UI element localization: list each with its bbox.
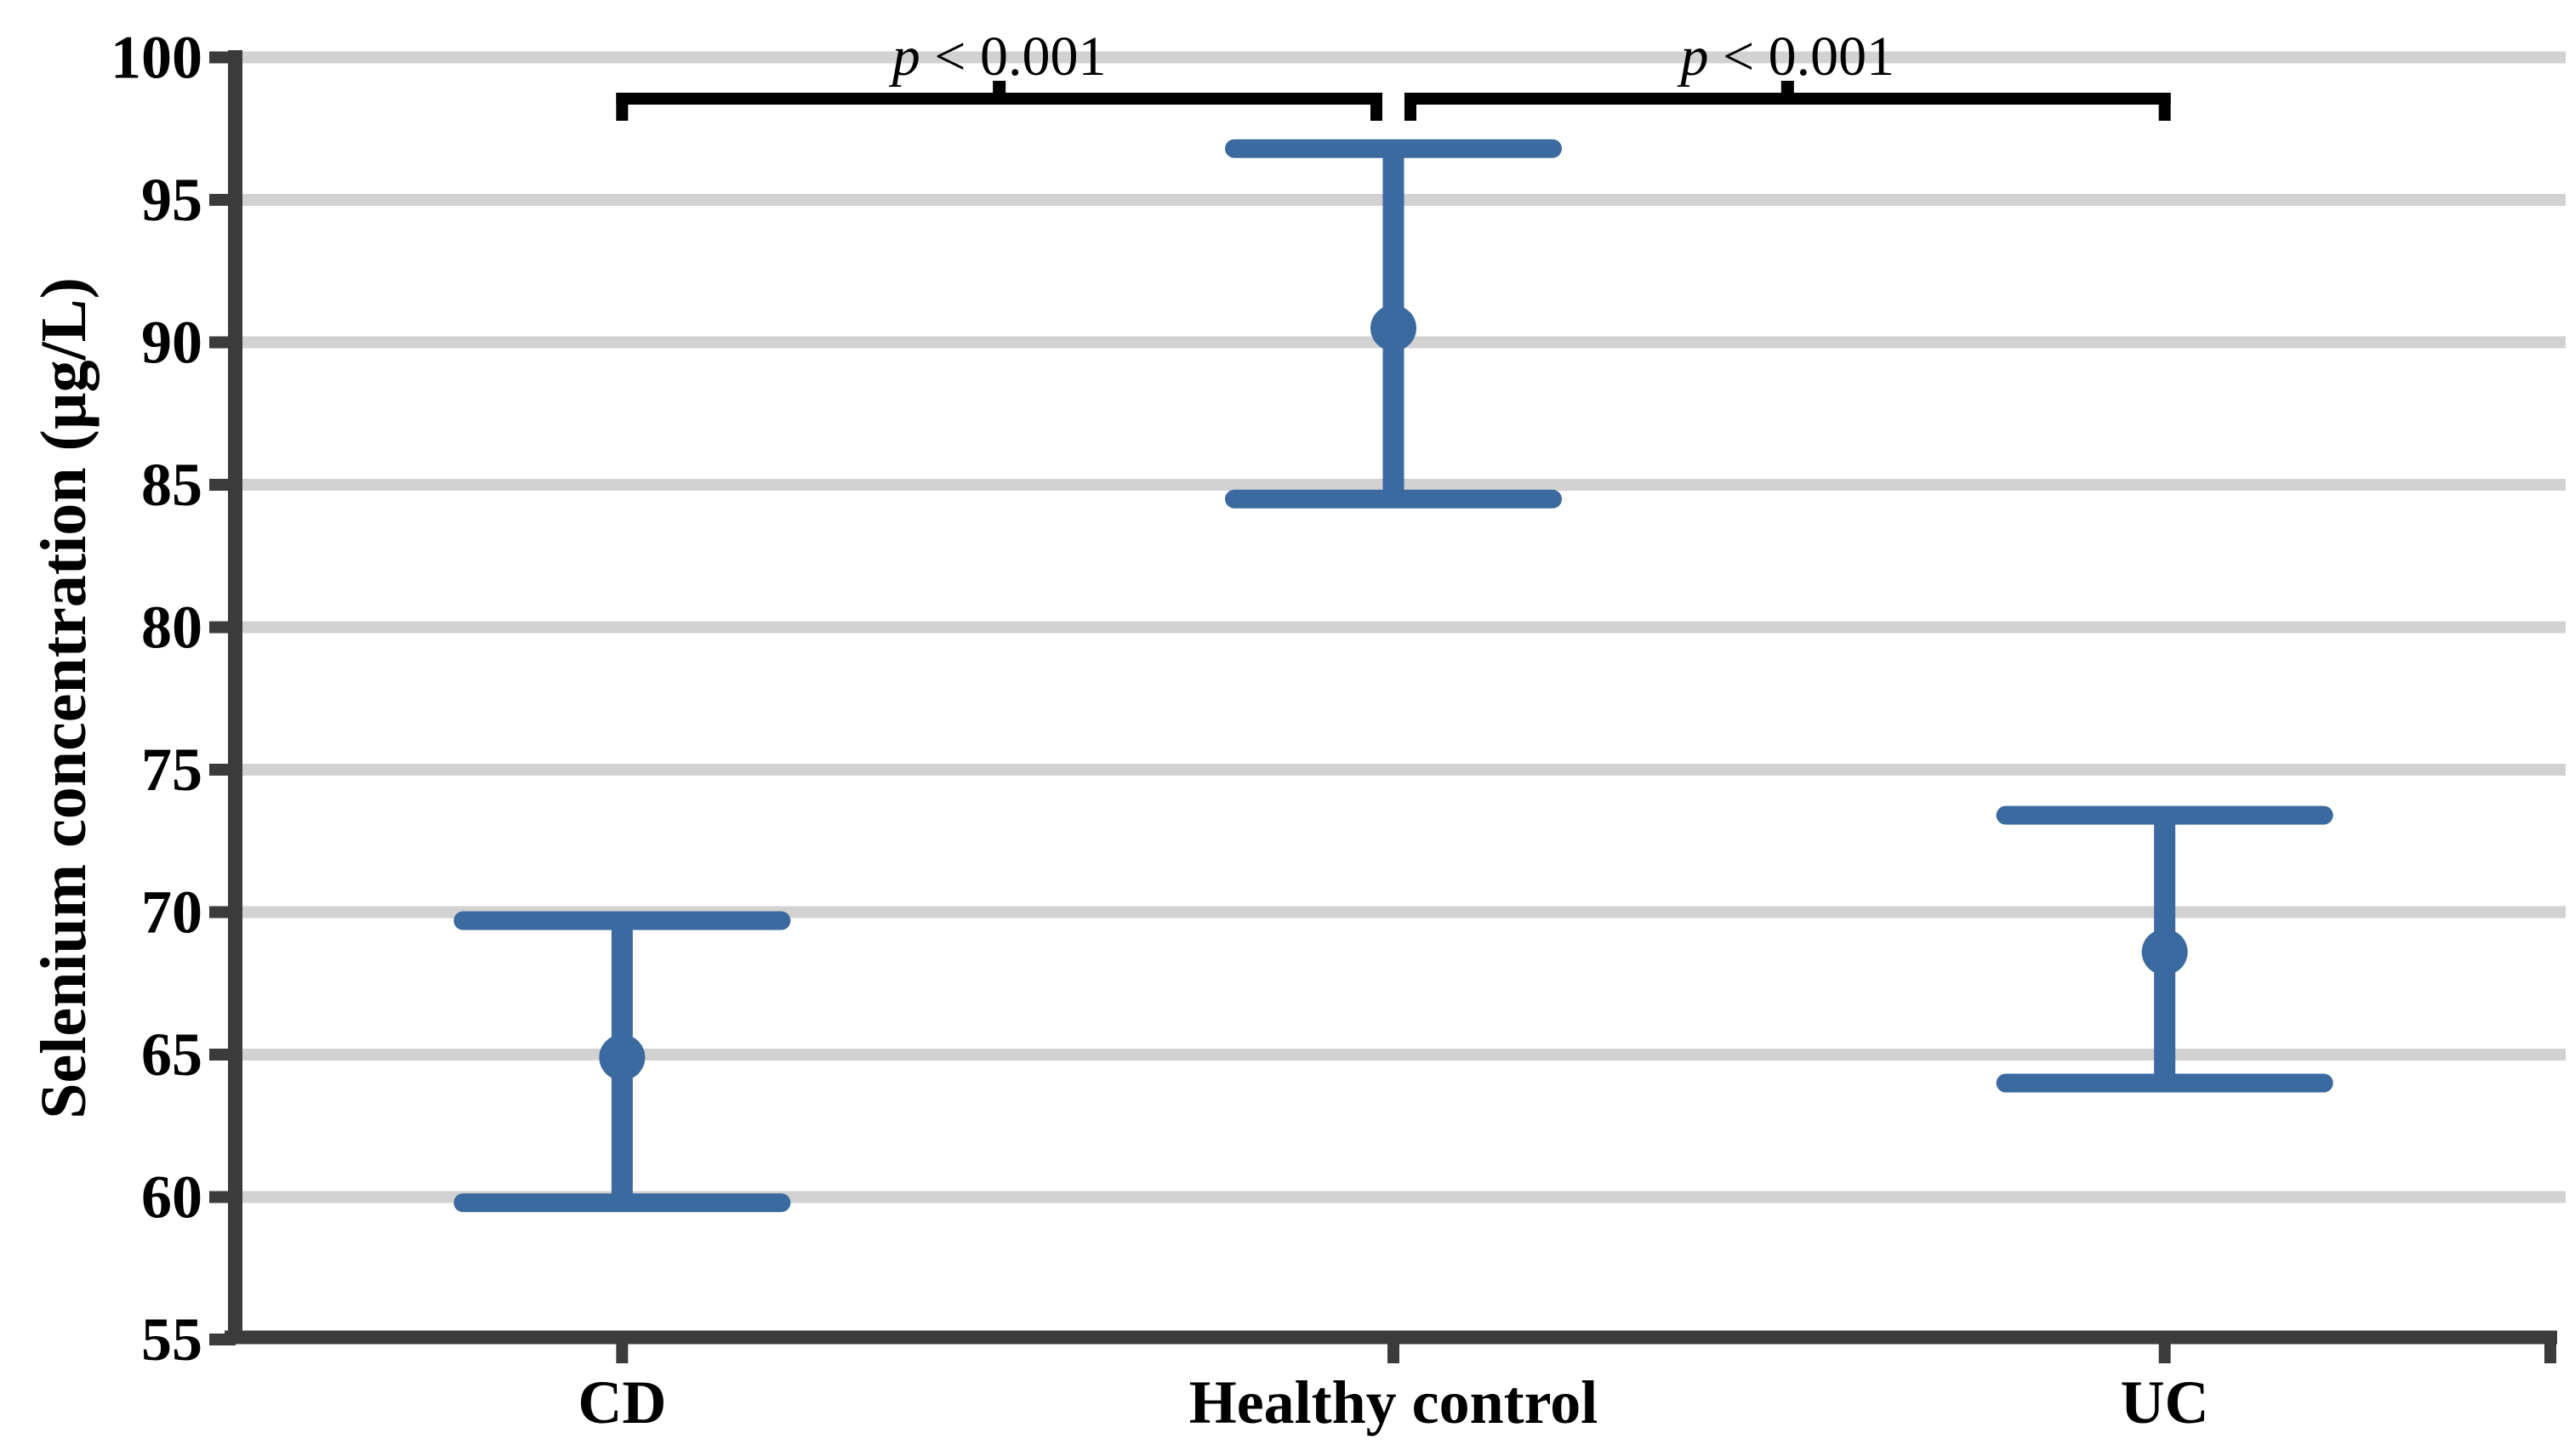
axes-layer bbox=[209, 50, 2557, 1363]
significance-brackets-layer bbox=[616, 81, 2171, 121]
error-bars-layer bbox=[453, 139, 2333, 1213]
error-bar-cd bbox=[453, 911, 791, 1213]
p-value-rest: < 0.001 bbox=[920, 26, 1107, 88]
p-value-italic-p: p bbox=[889, 26, 920, 88]
p-value-rest: < 0.001 bbox=[1708, 26, 1894, 88]
significance-bracket-2 bbox=[1404, 81, 2171, 121]
y-tick-label-75: 75 bbox=[141, 736, 202, 804]
y-axis-title: Selenium concentration (µg/L) bbox=[28, 277, 100, 1118]
y-tick-label-100: 100 bbox=[111, 24, 202, 92]
p-value-italic-p: p bbox=[1677, 26, 1708, 88]
y-tick-label-60: 60 bbox=[141, 1163, 202, 1231]
y-tick-label-65: 65 bbox=[141, 1021, 202, 1089]
bracket-center-tick bbox=[1780, 81, 1794, 105]
bracket-right-leg bbox=[2158, 93, 2171, 121]
p-value-label-1: p < 0.001 bbox=[889, 26, 1107, 88]
y-tick-label-70: 70 bbox=[141, 879, 202, 947]
bracket-left-leg bbox=[616, 93, 629, 121]
x-category-label-healthy-control: Healthy control bbox=[1189, 1368, 1598, 1436]
y-tick-label-80: 80 bbox=[141, 594, 202, 662]
p-value-label-2: p < 0.001 bbox=[1677, 26, 1894, 88]
mean-dot-uc bbox=[2141, 929, 2188, 975]
error-bar-uc bbox=[1996, 805, 2333, 1093]
mean-dot-healthy-control bbox=[1370, 304, 1416, 351]
significance-bracket-1 bbox=[616, 81, 1382, 121]
y-tick-label-90: 90 bbox=[141, 309, 202, 377]
error-bar-healthy-control bbox=[1225, 139, 1562, 509]
y-tick-label-55: 55 bbox=[141, 1305, 202, 1374]
bracket-right-leg bbox=[1370, 93, 1382, 121]
bracket-left-leg bbox=[1404, 93, 1416, 121]
y-tick-label-85: 85 bbox=[141, 451, 202, 519]
bracket-center-tick bbox=[993, 81, 1006, 105]
x-category-label-cd: CD bbox=[578, 1368, 666, 1436]
labels-layer: p < 0.001 p < 0.001556065707580859095100C… bbox=[111, 24, 2209, 1437]
y-tick-label-95: 95 bbox=[141, 166, 202, 234]
x-category-label-uc: UC bbox=[2121, 1368, 2209, 1436]
mean-dot-cd bbox=[599, 1034, 646, 1081]
